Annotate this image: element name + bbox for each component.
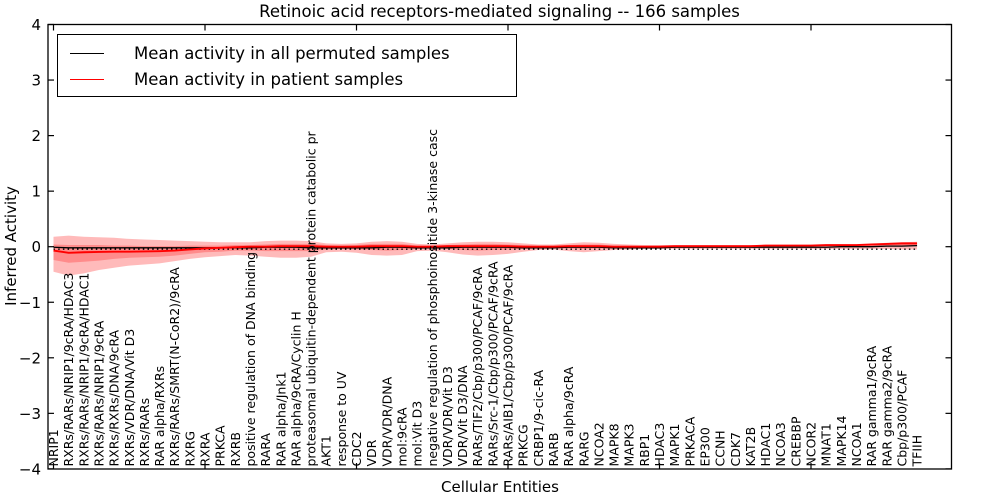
x-tick-label: CREBBP [788,416,803,466]
x-tick-label: MNAT1 [819,423,834,466]
x-tick-label: RAR alpha/RXRs [152,366,167,467]
x-tick-label: positive regulation of DNA binding [243,252,258,467]
legend-item-permuted: Mean activity in all permuted samples [70,40,506,66]
legend-label-permuted: Mean activity in all permuted samples [134,43,450,63]
x-tick-label: MAPK3 [622,423,637,466]
x-tick-label: PRKACA [682,416,697,466]
x-tick-label: NCOA3 [773,422,788,466]
x-tick-label: EP300 [697,427,712,466]
x-tick-label: RXRG [182,431,197,467]
x-tick-label: RXRs/VDR/DNA/Vit D3 [122,329,137,467]
x-tick-label: NCOA2 [591,422,606,466]
x-tick-label: MAPK8 [607,423,622,466]
x-tick-label: VDR/VDR/Vit D3 [440,366,455,466]
x-tick-label: MAPK14 [834,415,849,466]
x-tick-label: RXRs/RARs/NRIP1/9cRA [91,320,106,466]
legend-item-patient: Mean activity in patient samples [70,66,506,92]
x-tick-label: response to UV [334,371,349,466]
x-tick-label: AKT1 [319,435,334,466]
y-tick-label: 3 [31,72,41,90]
x-tick-label: RXRB [228,432,243,467]
y-tick-label: 1 [31,183,41,201]
patient-mean-line [53,242,918,254]
x-tick-label: RAR gamma1/9cRA [864,345,879,466]
y-tick-label: −3 [19,405,41,423]
x-tick-label: CRBP1/9-cic-RA [531,369,546,466]
y-tick-label: 0 [31,238,41,256]
y-tick-label: −2 [19,349,41,367]
x-tick-label: RARB [546,433,561,467]
x-tick-label: RBP1 [637,434,652,467]
x-tick-label: PRKCA [213,425,228,466]
x-tick-label: Cbp/p300/PCAF [894,370,909,467]
x-tick-label: KAT2B [743,427,758,467]
x-tick-label: RAR gamma2/9cRA [879,345,894,466]
y-tick-label: 4 [31,16,41,34]
x-tick-label: HDAC1 [758,423,773,467]
x-tick-label: RARA [258,433,273,467]
x-tick-label: CCNH [713,430,728,466]
permuted-mean-line [53,244,918,249]
legend-label-patient: Mean activity in patient samples [134,69,404,89]
legend: Mean activity in all permuted samples Me… [57,34,517,97]
x-tick-label: RAR alpha/9cRA [561,366,576,466]
x-tick-label: mol:Vit D3 [410,401,425,467]
x-tick-label: NCOA1 [849,422,864,466]
x-tick-label: VDR [364,439,379,466]
x-tick-label: mol:9cRA [394,407,409,467]
x-tick-label: RAR alpha/Jnk1 [273,371,288,466]
x-tick-label: VDR/VDR/DNA [379,376,394,466]
y-tick-label: −4 [19,460,41,478]
x-axis-label: Cellular Entities [441,478,559,496]
x-tick-label: RXRA [198,432,213,466]
chart-title: Retinoic acid receptors-mediated signali… [259,2,740,21]
x-tick-label: VDR/Vit D3/DNA [455,365,470,466]
x-tick-label: TFIIH [910,435,925,468]
x-tick-label: PRKCG [516,424,531,466]
y-tick-label: 2 [31,127,41,145]
x-tick-label: HDAC3 [652,423,667,467]
x-tick-label: RARs/AIB1/Cbp/p300/PCAF/9cRA [501,264,516,466]
x-tick-label: RARs/Src-1/Cbp/p300/PCAF/9cRA [485,261,500,467]
x-tick-label: CDC2 [349,431,364,466]
x-tick-label: RXRs/RARs/SMRT(N-CoR2)/9cRA [167,267,182,467]
x-tick-label: NCOR2 [804,422,819,467]
legend-line-red-icon [70,78,104,80]
legend-line-black-icon [70,52,104,54]
x-tick-label: RXRs/RXRs/DNA/9cRA [107,329,122,466]
x-tick-label: RXRs/RARs/NRIP1/9cRA/HDAC3 [61,273,76,467]
x-tick-label: NRIP1 [46,429,61,466]
x-tick-label: RXRs/RARs/NRIP1/9cRA/HDAC1 [76,273,91,467]
x-tick-label: proteasomal ubiquitin-dependent protein … [304,130,319,466]
x-tick-label: CDK7 [728,432,743,467]
y-tick-label: −1 [19,294,41,312]
x-tick-label: RAR alpha/9cRA/Cyclin H [288,311,303,466]
x-tick-label: negative regulation of phosphoinositide … [425,129,440,467]
x-tick-label: MAPK1 [667,423,682,466]
x-tick-label: RARs/TIF2/Cbp/p300/PCAF/9cRA [470,267,485,467]
x-tick-label: RARG [576,431,591,466]
x-tick-label: RXRs/RARs [137,398,152,467]
